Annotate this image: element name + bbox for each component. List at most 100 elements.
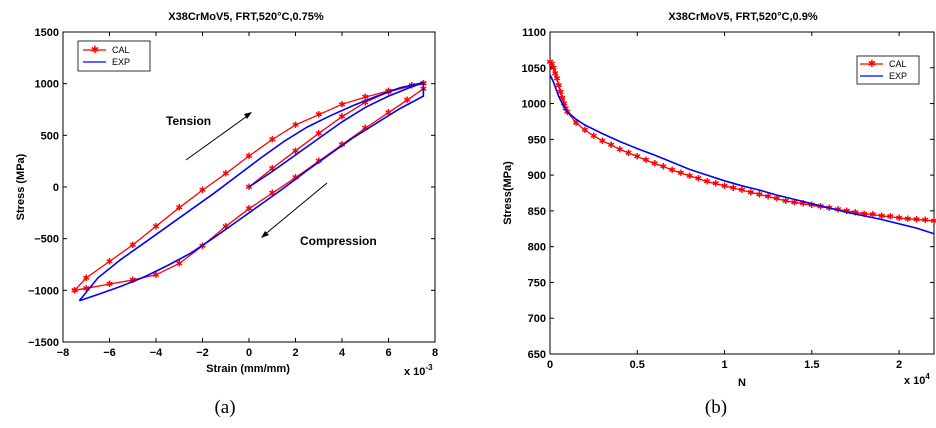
legend-b-cal-marker: ✱ (868, 59, 876, 70)
panel-b-y-label: Stress(MPa) (502, 161, 514, 225)
data-point-cal: ✱ (712, 179, 720, 189)
data-point-cal: ✱ (268, 188, 276, 198)
data-point-cal: ✱ (677, 168, 685, 178)
panel-a-series: ✱✱✱✱✱✱✱✱ ✱✱✱✱✱✱✱✱✱✱✱✱✱✱✱✱✱✱✱✱✱✱✱✱✱✱✱✱✱✱✱✱… (71, 79, 427, 302)
data-point-cal: ✱ (660, 162, 668, 172)
data-point-cal: ✱ (553, 74, 561, 84)
y-tick-label: 900 (528, 170, 546, 182)
data-point-cal: ✱ (581, 125, 589, 135)
data-point-cal: ✱ (338, 140, 346, 150)
annotation-tension: Tension (166, 114, 211, 128)
panel-a-x-multiplier-base: x 10 (404, 366, 425, 378)
data-point-cal: ✱ (860, 209, 868, 219)
data-point-cal: ✱ (546, 57, 554, 67)
panel-a: X38CrMoV5, FRT,520°C,0.75% −8 −6 −4 −2 0 2 4 6 8… (15, 11, 438, 418)
data-point-cal: ✱ (82, 273, 90, 283)
series-line-exp (549, 74, 935, 235)
data-point-cal: ✱ (152, 270, 160, 280)
y-tick-label: 0 (53, 182, 59, 194)
y-tick-label: −1500 (28, 337, 59, 349)
data-point-cal: ✱ (152, 221, 160, 231)
y-tick-label: −500 (34, 234, 59, 246)
panel-b-legend: ✱ CAL EXP (856, 55, 920, 85)
legend-exp-label: EXP (112, 57, 130, 67)
panel-a-x-label: Strain (mm/mm) (206, 363, 290, 375)
data-point-cal: ✱ (361, 97, 369, 107)
y-tick-label: 850 (528, 206, 546, 218)
data-point-cal: ✱ (747, 187, 755, 197)
data-point-cal: ✱ (738, 185, 746, 195)
series-line-exp (78, 81, 424, 302)
panel-b-x-label: N (738, 377, 746, 389)
data-point-cal: ✱ (175, 258, 183, 268)
panel-a-x-multiplier: x 10-3 (404, 363, 433, 378)
legend-b-exp-label: EXP (889, 71, 907, 81)
data-point-cal: ✱ (756, 189, 764, 199)
data-point-cal: ✱ (175, 203, 183, 213)
data-point-cal: ✱ (548, 59, 556, 69)
data-point-cal: ✱ (695, 174, 703, 184)
x-tick-label: 2 (896, 359, 902, 371)
y-tick-label: 1000 (35, 79, 59, 91)
data-point-cal: ✱ (764, 192, 772, 202)
panel-a-y-ticks: −1500 −1000 −500 0 500 1000 1500 (28, 27, 435, 349)
data-point-cal: ✱ (268, 163, 276, 173)
x-tick-label: 1.5 (804, 359, 819, 371)
x-tick-label: 0 (246, 347, 252, 359)
data-point-cal: ✱ (599, 136, 607, 146)
data-point-cal: ✱ (782, 196, 790, 206)
data-point-cal: ✱ (338, 112, 346, 122)
x-tick-label: −8 (57, 347, 70, 359)
data-point-cal: ✱ (703, 177, 711, 187)
data-point-cal: ✱ (338, 99, 346, 109)
caption-a: (a) (214, 397, 235, 418)
series-line-cal (549, 61, 935, 222)
annotation-compression: Compression (300, 234, 377, 248)
panel-b-x-multiplier: x 104 (904, 372, 930, 387)
data-point-cal: ✱ (607, 140, 615, 150)
data-point-cal: ✱ (616, 144, 624, 154)
data-point-cal: ✱ (222, 169, 230, 179)
y-tick-label: 950 (528, 134, 546, 146)
data-point-cal: ✱ (773, 194, 781, 204)
panel-a-legend: ✱ CAL EXP (77, 40, 151, 72)
data-point-cal: ✱ (895, 213, 903, 223)
data-point-cal: ✱ (385, 108, 393, 118)
data-point-cal: ✱ (555, 81, 563, 91)
x-tick-label: −2 (196, 347, 209, 359)
panel-b-axes (549, 31, 935, 355)
x-tick-label: 4 (339, 347, 346, 359)
y-tick-label: 500 (41, 130, 59, 142)
data-point-cal: ✱ (642, 155, 650, 165)
y-tick-label: 1100 (522, 27, 546, 39)
compression-arrow (262, 182, 328, 237)
data-point-cal: ✱ (292, 173, 300, 183)
data-point-cal: ✱ (222, 221, 230, 231)
data-point-cal: ✱ (385, 86, 393, 96)
data-point-cal: ✱ (668, 165, 676, 175)
data-point-cal: ✱ (913, 214, 921, 224)
x-tick-label: −6 (103, 347, 116, 359)
data-point-cal: ✱ (852, 207, 860, 217)
data-point-cal: ✱ (904, 214, 912, 224)
data-point-cal: ✱ (551, 69, 559, 79)
data-point-cal: ✱ (633, 152, 641, 162)
x-tick-label: 0 (547, 359, 553, 371)
panel-a-title: X38CrMoV5, FRT,520°C,0.75% (168, 11, 324, 23)
data-point-cal: ✱ (292, 120, 300, 130)
panel-a-legend-box (77, 40, 151, 72)
data-point-cal: ✱ (550, 63, 558, 73)
caption-b: (b) (705, 397, 727, 418)
data-point-cal: ✱ (930, 216, 936, 226)
data-point-cal: ✱ (729, 183, 737, 193)
data-point-cal: ✱ (129, 240, 137, 250)
data-point-cal: ✱ (403, 95, 411, 105)
data-point-cal: ✱ (245, 151, 253, 161)
data-point-cal: ✱ (887, 212, 895, 222)
data-point-cal: ✱ (590, 131, 598, 141)
data-point-cal: ✱ (721, 181, 729, 191)
data-point-cal: ✱ (557, 87, 565, 97)
data-point-cal: ✱ (315, 128, 323, 138)
y-tick-label: 800 (528, 242, 546, 254)
panel-b-series: ✱✱✱✱✱✱✱✱✱✱✱✱✱✱✱ ✱ ✱ ✱ ✱ ✱ ✱ ✱ ✱ ✱ ✱ ✱ ✱ ✱ ✱ ✱ ✱ ✱ ✱ ✱ ✱ ✱ ✱ ✱ ✱ ✱… (546, 57, 936, 235)
